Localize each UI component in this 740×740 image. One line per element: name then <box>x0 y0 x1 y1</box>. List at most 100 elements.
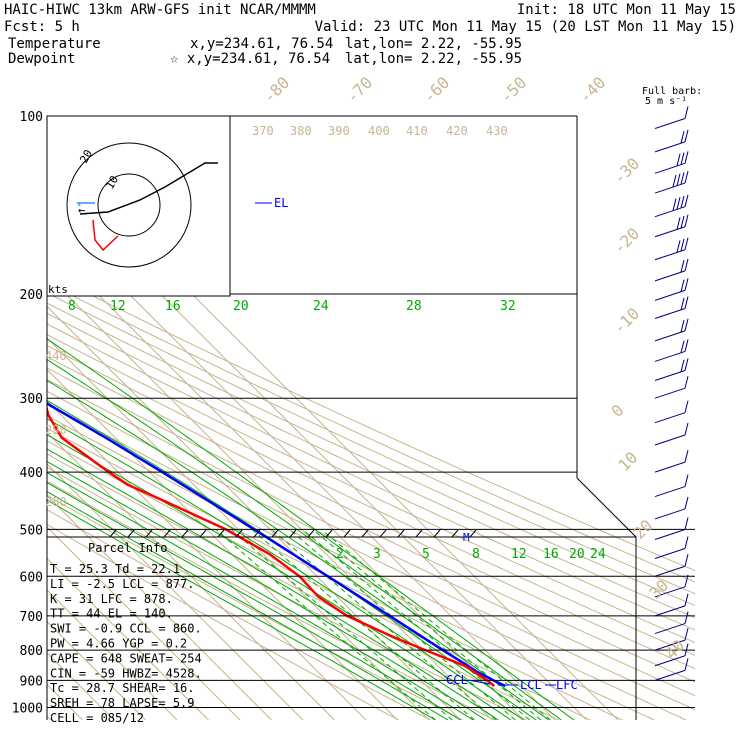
barb-flag <box>684 106 689 119</box>
hatch-mark <box>415 529 423 538</box>
barb-staff <box>654 118 686 130</box>
mixing-ratio-label: 8 <box>472 547 480 562</box>
barb-key-label: Full barb: <box>642 86 702 97</box>
barb-staff <box>654 669 686 681</box>
barb-staff <box>654 461 686 473</box>
ccl-tick <box>467 679 491 685</box>
mixing-ratio-line <box>302 529 530 720</box>
moist-adiabat-line <box>47 434 512 720</box>
dry-adiabat-line <box>47 453 559 720</box>
barb-flag <box>680 172 685 185</box>
barb-flag <box>680 359 685 372</box>
hodograph-ring-inner <box>97 173 161 237</box>
isotherm-line <box>47 526 241 720</box>
barb-flag <box>684 214 689 227</box>
parcel-row: PW = 4.66 YGP = 0.2 <box>50 637 187 651</box>
isotherm-label: -30 <box>609 154 643 188</box>
isotherm-label: -10 <box>609 304 643 338</box>
wind-barb <box>654 170 689 194</box>
barb-staff <box>654 249 686 261</box>
barb-flag <box>672 198 677 211</box>
barb-flag <box>680 340 685 353</box>
parcel-title: Parcel Info <box>88 541 167 555</box>
hatch-mark <box>253 529 261 538</box>
dry-adiabat-line <box>47 302 695 607</box>
hatch-mark <box>325 529 333 538</box>
hodograph-arrow: ← <box>78 203 85 217</box>
theta-label: 280 <box>45 495 67 509</box>
mixing-ratio-line <box>289 529 516 720</box>
dry-adiabat-line <box>47 427 623 720</box>
pressure-label: 300 <box>20 392 43 407</box>
parcel-row: CIN = -59 HWBZ= 4528. <box>50 666 202 680</box>
hatch-mark <box>343 529 351 538</box>
wind-barb <box>654 318 689 342</box>
parcel-row: SREH = 78 LAPSE= 5.9 <box>50 696 195 710</box>
dry-adiabat-line <box>47 414 655 720</box>
theta-label: 290 <box>45 423 67 437</box>
hatch-mark <box>109 529 117 538</box>
barb-staff <box>654 206 686 218</box>
hodograph-ring-outer <box>66 142 192 268</box>
mixing-ratio-line <box>215 529 436 720</box>
dry-adiabat-line <box>47 480 495 720</box>
moist-adiabat-line <box>47 338 575 720</box>
barb-flag <box>680 152 685 165</box>
dry-adiabat-line <box>47 282 695 583</box>
barb-staff <box>654 226 686 238</box>
header-valid: Valid: 23 UTC Mon 11 May 15 (20 LST Mon … <box>315 19 736 35</box>
header-init: Init: 18 UTC Mon 11 May 15 <box>517 2 736 18</box>
isotherm-line <box>47 463 304 720</box>
theta-label: 440 <box>45 349 67 363</box>
wind-barb <box>654 296 689 320</box>
dry-adiabat-line <box>47 334 695 644</box>
level-el: EL <box>274 196 288 210</box>
barb-staff <box>654 565 686 577</box>
dewpoint-latlon: lat,lon= 2.22, -55.95 <box>345 51 522 67</box>
barb-staff <box>654 434 686 446</box>
mixing-ratio-label: 12 <box>511 547 527 562</box>
mixing-ratio-label: 16 <box>543 547 559 562</box>
barb-staff <box>654 655 686 667</box>
barb-flag <box>680 195 685 209</box>
theta-label: 410 <box>406 124 428 138</box>
wind-barb <box>654 574 689 598</box>
parcel-row: Tc = 28.7 SHEAR= 16. <box>50 681 195 695</box>
barb-staff <box>654 529 686 540</box>
barb-flag <box>680 297 685 310</box>
wind-barb <box>654 151 689 174</box>
barb-staff <box>654 508 686 520</box>
dry-adiabat-line <box>47 509 431 720</box>
isotherm-label: 20 <box>629 516 656 543</box>
barb-flag <box>684 376 689 389</box>
barb-staff <box>654 623 686 635</box>
wind-barb <box>654 194 689 218</box>
isotherm-line <box>47 589 178 720</box>
barb-flag <box>684 422 689 436</box>
barb-flag <box>684 611 689 624</box>
wind-barb <box>654 422 689 446</box>
barb-flag <box>684 358 689 371</box>
level-m: M <box>463 531 470 544</box>
moist-adiabat-line <box>47 418 524 720</box>
isotherm-label: -70 <box>342 73 376 107</box>
moist-adiabat-line <box>47 460 486 720</box>
barb-flag <box>684 258 689 271</box>
mixing-ratio-label: 24 <box>590 547 606 562</box>
barb-flag <box>684 449 689 463</box>
isotherm-line <box>47 557 209 720</box>
hodograph-box <box>46 115 231 297</box>
barb-staff <box>654 412 686 424</box>
isotherm-label: 30 <box>645 576 672 603</box>
barb-flag <box>680 279 685 292</box>
barb-staff <box>654 548 686 560</box>
wind-barb <box>654 129 689 153</box>
barb-flag <box>684 643 689 656</box>
theta-label: 400 <box>368 124 390 138</box>
isotherm-line <box>47 431 335 720</box>
mixing-ratio-line <box>321 529 551 720</box>
barb-flag <box>680 260 685 273</box>
hatch-mark <box>451 529 459 538</box>
wind-barb <box>654 593 689 617</box>
barb-flag <box>676 240 681 253</box>
